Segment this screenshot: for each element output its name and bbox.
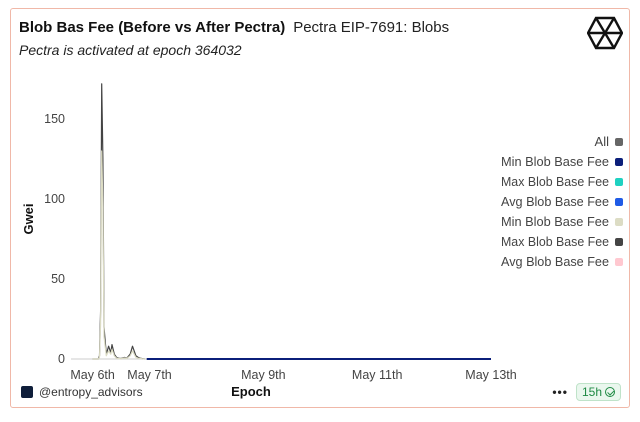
x-tick-label: May 6th [70, 368, 115, 382]
y-axis-label: Gwei [21, 203, 36, 234]
legend-swatch [615, 258, 623, 266]
chart-card: Blob Bas Fee (Before vs After Pectra) Pec… [10, 8, 630, 408]
legend-label: Min Blob Base Fee [501, 214, 609, 229]
legend-label: Max Blob Base Fee [501, 174, 609, 189]
x-tick-label: May 11th [352, 368, 403, 382]
footer-handle[interactable]: @entropy_advisors [39, 385, 143, 399]
series-line-min_before [92, 150, 146, 360]
brand-icon [21, 386, 33, 398]
y-tick-label: 100 [44, 192, 65, 206]
legend-swatch [615, 198, 623, 206]
legend-label: Min Blob Base Fee [501, 154, 609, 169]
entropy-logo-icon [587, 16, 623, 50]
legend-swatch [615, 138, 623, 146]
legend-swatch [615, 218, 623, 226]
legend-label: Avg Blob Base Fee [501, 254, 609, 269]
x-tick-label: May 9th [241, 368, 286, 382]
legend-label: All [595, 134, 610, 149]
chart-plot: 0 50 100 150 May 6th May 7th May 9th May 11th Ma… [21, 83, 623, 399]
y-tick-label: 150 [44, 112, 65, 126]
freshness-badge[interactable]: 15h [575, 383, 621, 401]
check-circle-icon [605, 387, 615, 397]
x-axis-label: Epoch [231, 384, 271, 399]
chart-subtitle: Pectra EIP-7691: Blobs [293, 19, 450, 36]
legend-swatch [615, 178, 623, 186]
chart-title-row: Blob Bas Fee (Before vs After Pectra) Pec… [19, 19, 569, 36]
freshness-age: 15h [581, 385, 602, 399]
footer-controls: ••• 15h [552, 383, 621, 401]
y-tick-label: 0 [58, 352, 65, 366]
legend-swatch [615, 238, 623, 246]
legend-label: Avg Blob Base Fee [501, 194, 609, 209]
footer-attribution[interactable]: @entropy_advisors [21, 385, 143, 399]
legend-swatch [615, 158, 623, 166]
more-options-icon[interactable]: ••• [552, 385, 568, 399]
series-line-max_before [92, 83, 146, 360]
chart-note: Pectra is activated at epoch 364032 [19, 42, 242, 58]
chart-header: Blob Bas Fee (Before vs After Pectra) Pec… [19, 19, 569, 58]
chart-title: Blob Bas Fee (Before vs After Pectra) [19, 19, 286, 36]
x-tick-label: May 7th [127, 368, 172, 382]
x-tick-label: May 13th [465, 368, 516, 382]
y-tick-label: 50 [51, 272, 65, 286]
legend-label: Max Blob Base Fee [501, 234, 609, 249]
